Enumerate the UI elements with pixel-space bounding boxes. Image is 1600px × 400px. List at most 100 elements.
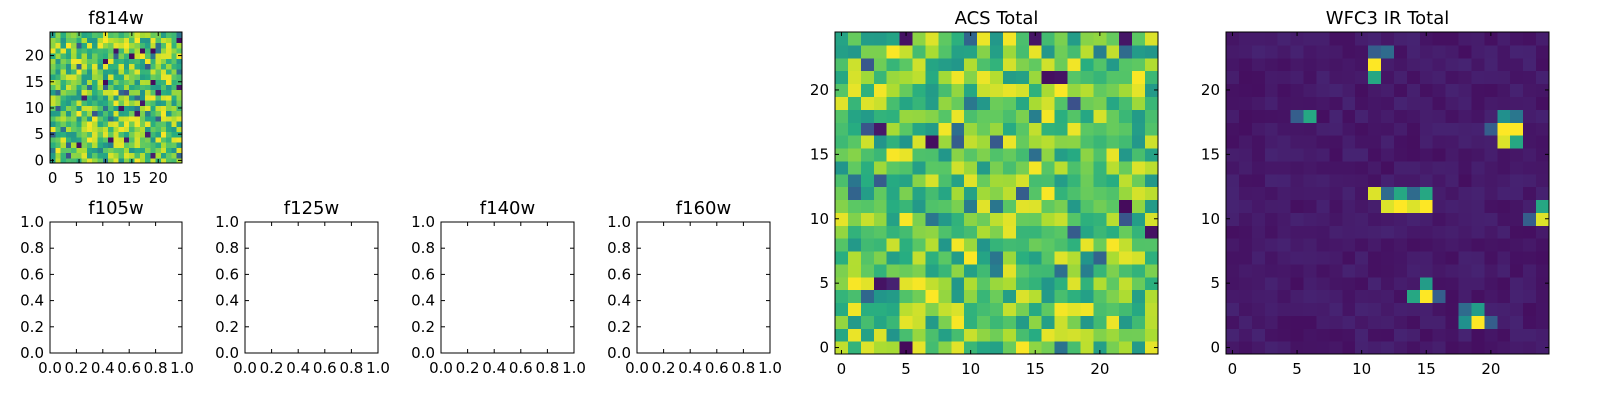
heatmap-cell [65, 110, 72, 117]
heatmap-cell [92, 52, 99, 59]
heatmap-cell [1015, 147, 1030, 162]
heatmap-cell [1132, 135, 1146, 149]
heatmap-cell [1393, 186, 1408, 201]
heatmap-cell [1054, 83, 1069, 97]
heatmap-cell [1290, 44, 1305, 59]
heatmap-cell [1303, 44, 1318, 59]
heatmap-cell [1028, 199, 1043, 213]
heatmap-cell [92, 152, 99, 159]
heatmap-cell [145, 68, 151, 75]
heatmap-cell [1067, 122, 1082, 136]
heatmap-cell [92, 115, 99, 122]
heatmap-cell [1290, 250, 1305, 265]
heatmap-cell [1054, 328, 1069, 342]
heatmap-cell [1523, 70, 1537, 85]
heatmap-cell [1093, 173, 1107, 188]
heatmap-cell [1381, 199, 1395, 213]
heatmap-cell [1041, 173, 1056, 188]
heatmap-cell [145, 100, 151, 106]
heatmap-cell [1510, 109, 1524, 123]
heatmap-cell [899, 173, 914, 188]
heatmap-cell [1523, 238, 1537, 252]
heatmap-cell [1393, 315, 1408, 329]
heatmap-cell [1041, 44, 1056, 59]
heatmap-cell [1484, 186, 1498, 201]
heatmap-cell [129, 68, 136, 75]
heatmap-cell [1355, 238, 1369, 252]
heatmap-cell [1355, 199, 1369, 213]
heatmap-cell [86, 79, 93, 85]
x-tick-label: 10 [961, 360, 980, 378]
heatmap-cell [1290, 302, 1305, 316]
heatmap-cell [102, 152, 109, 159]
heatmap-cell [977, 44, 991, 59]
heatmap-cell [1471, 44, 1485, 59]
heatmap-cell [1015, 186, 1030, 201]
heatmap-cell [76, 115, 83, 122]
heatmap-cell [150, 126, 157, 133]
heatmap-cell [1368, 250, 1382, 265]
heatmap-cell [977, 186, 991, 201]
y-tick-label: 10 [25, 99, 44, 117]
heatmap-cell [1226, 147, 1240, 162]
heatmap-cell [847, 70, 862, 85]
heatmap-cell [1106, 328, 1120, 342]
heatmap-cell [1226, 263, 1240, 278]
heatmap-cell [129, 136, 136, 143]
heatmap-cell [1028, 32, 1043, 46]
heatmap-cell [171, 52, 178, 59]
y-tick-label: 0.4 [411, 292, 435, 310]
heatmap-cell [166, 131, 173, 138]
x-tick-label: 0.4 [482, 359, 506, 377]
heatmap-cell [145, 47, 151, 54]
heatmap-cell [145, 147, 151, 154]
heatmap-cell [97, 73, 104, 80]
heatmap-cell [129, 110, 136, 117]
heatmap-cell [1368, 122, 1382, 136]
heatmap-cell [171, 157, 178, 164]
heatmap-cell [55, 115, 62, 122]
heatmap-cell [139, 110, 146, 117]
heatmap-cell [1132, 199, 1146, 213]
heatmap-cell [1393, 109, 1408, 123]
heatmap-cell [1238, 44, 1253, 59]
heatmap-cell [150, 94, 157, 101]
heatmap-cell [925, 199, 939, 213]
heatmap-cell [1536, 289, 1550, 304]
heatmap-cell [155, 52, 162, 59]
heatmap-cell [977, 70, 991, 85]
heatmap-cell [92, 63, 99, 70]
heatmap-cell [1028, 44, 1043, 59]
heatmap-cell [1381, 44, 1395, 59]
heatmap-cell [50, 136, 56, 143]
heatmap-cell [899, 302, 914, 316]
heatmap-cell [1106, 32, 1120, 46]
heatmap-cell [1329, 122, 1343, 136]
heatmap-cell [55, 136, 62, 143]
heatmap-cell [1419, 173, 1434, 188]
heatmap-cell [145, 73, 151, 80]
heatmap-cell [1015, 289, 1030, 304]
heatmap-cell [118, 47, 125, 54]
panel-title: f105w [88, 198, 143, 219]
heatmap-cell [1226, 70, 1240, 85]
heatmap-cell [55, 147, 62, 154]
heatmap-cell [166, 79, 173, 85]
heatmap-cell [1355, 109, 1369, 123]
heatmap-cell [150, 121, 157, 127]
heatmap-cell [1145, 160, 1159, 175]
heatmap-cell [134, 84, 141, 91]
heatmap-cell [1471, 96, 1485, 110]
heatmap-cell [139, 63, 146, 70]
heatmap-cell [155, 121, 162, 127]
heatmap-cell [1015, 109, 1030, 123]
heatmap-cell [134, 142, 141, 148]
heatmap-cell [65, 152, 72, 159]
heatmap-cell [1342, 135, 1356, 149]
heatmap-cell [1510, 238, 1524, 252]
heatmap-cell [1251, 83, 1266, 97]
y-tick-label: 0 [819, 339, 829, 357]
heatmap-cell [65, 157, 72, 164]
heatmap-cell [912, 302, 927, 316]
heatmap-cell [1432, 238, 1447, 252]
